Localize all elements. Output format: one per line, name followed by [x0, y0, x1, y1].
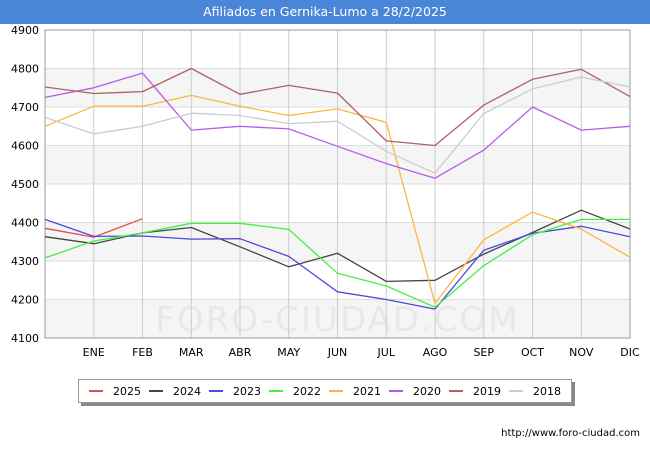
x-tick-label: ABR [229, 346, 252, 359]
legend-swatch [449, 390, 463, 392]
legend-item-2024: 2024 [149, 385, 201, 398]
x-tick-label: FEB [132, 346, 153, 359]
series-line-2021 [44, 94, 631, 305]
line-chart: FORO-CIUDAD.COM 4100 4200 4300 4400 4500 4600… [11, 24, 640, 359]
legend-swatch [269, 390, 283, 392]
y-tick-label: 4600 [11, 140, 39, 153]
source-url: http://www.foro-ciudad.com [501, 428, 640, 439]
series-line-2019 [44, 67, 631, 147]
legend-swatch [149, 390, 163, 392]
legend-label: 2020 [413, 384, 441, 398]
y-tick-label: 4700 [11, 101, 39, 114]
x-tick-label: JUN [327, 346, 348, 359]
y-tick-label: 4900 [11, 24, 39, 37]
watermark-text: FORO-CIUDAD.COM [155, 300, 519, 340]
legend-swatch [89, 390, 103, 392]
x-tick-label: ENE [83, 346, 105, 359]
chart-title: Afiliados en Gernika-Lumo a 28/2/2025 [0, 0, 650, 24]
legend-label: 2022 [293, 384, 321, 398]
legend-item-2021: 2021 [329, 385, 381, 398]
x-tick-label: MAY [277, 346, 300, 359]
y-tick-label: 4500 [11, 178, 39, 191]
legend-swatch [509, 390, 523, 392]
x-tick-label: AGO [423, 346, 448, 359]
x-tick-label: JUL [377, 346, 396, 359]
legend-label: 2018 [533, 384, 561, 398]
x-tick-label: DIC [620, 346, 640, 359]
series-line-2023 [44, 218, 631, 310]
legend-swatch [389, 390, 403, 392]
y-tick-label: 4800 [11, 63, 39, 76]
legend-swatch [329, 390, 343, 392]
legend-label: 2021 [353, 384, 381, 398]
y-tick-label: 4300 [11, 255, 39, 268]
legend-label: 2024 [173, 384, 201, 398]
legend-item-2020: 2020 [389, 385, 441, 398]
x-tick-label: NOV [569, 346, 594, 359]
y-tick-label: 4400 [11, 217, 39, 230]
legend-item-2025: 2025 [89, 385, 141, 398]
x-tick-label: OCT [521, 346, 544, 359]
legend-item-2022: 2022 [269, 385, 321, 398]
grid-lines [44, 29, 631, 339]
legend-item-2023: 2023 [209, 385, 261, 398]
legend-item-2019: 2019 [449, 385, 501, 398]
series-line-2025 [44, 218, 143, 238]
series-line-2020 [44, 72, 631, 179]
legend-swatch [209, 390, 223, 392]
legend-label: 2019 [473, 384, 501, 398]
y-tick-label: 4200 [11, 294, 39, 307]
legend: 2025 2024 2023 2022 2021 2020 2019 2018 [78, 379, 572, 403]
series-line-2022 [44, 218, 630, 308]
series-lines [44, 67, 631, 310]
x-tick-label: SEP [473, 346, 494, 359]
x-axis-ticks: ENE FEB MAR ABR MAY JUN JUL AGO SEP OCT NOV DIC [83, 346, 640, 359]
legend-label: 2025 [113, 384, 141, 398]
x-tick-label: MAR [179, 346, 204, 359]
legend-item-2018: 2018 [509, 385, 561, 398]
series-line-2018 [44, 76, 631, 174]
y-axis-ticks: 4100 4200 4300 4400 4500 4600 4700 4800 4900 [11, 24, 39, 345]
plot-border [44, 29, 631, 339]
y-tick-label: 4100 [11, 332, 39, 345]
legend-label: 2023 [233, 384, 261, 398]
